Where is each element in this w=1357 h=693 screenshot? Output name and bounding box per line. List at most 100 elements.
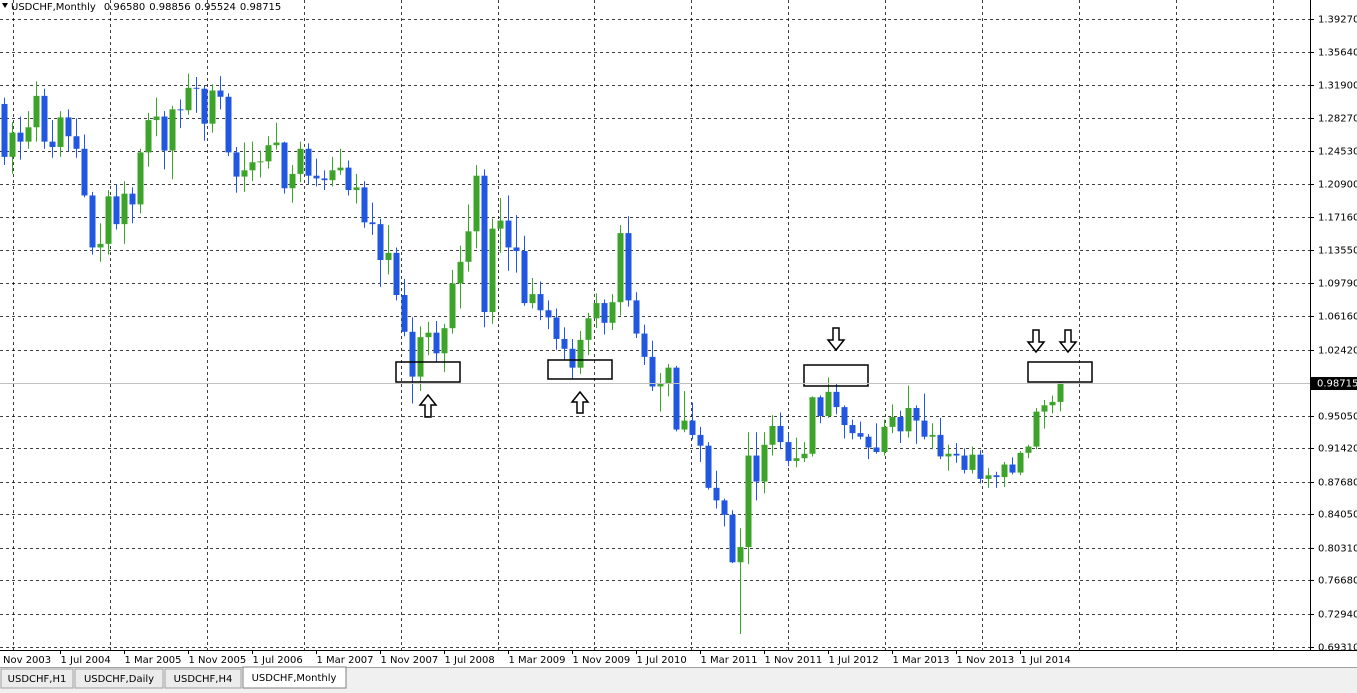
candle-layer bbox=[1, 73, 1064, 635]
candle-body bbox=[369, 222, 376, 225]
tab-bar: USDCHF,H1 USDCHF,Daily USDCHF,H4 USDCHF,… bbox=[0, 666, 1357, 693]
candle-body bbox=[793, 458, 800, 461]
y-tick-label: 1.31900 bbox=[1318, 81, 1357, 92]
candle-body bbox=[889, 416, 896, 427]
candle-body bbox=[281, 142, 288, 189]
tab-label[interactable]: USDCHF,Monthly bbox=[252, 673, 337, 684]
candle-body bbox=[145, 120, 152, 153]
x-tick-label: 1 Mar 2005 bbox=[125, 655, 182, 666]
candle-body bbox=[785, 442, 792, 461]
candle-body bbox=[457, 261, 464, 284]
y-tick-label: 1.35640 bbox=[1318, 48, 1357, 59]
annotation-box bbox=[395, 361, 461, 383]
candle-body bbox=[777, 425, 784, 443]
x-tick-label: 1 Jul 2004 bbox=[61, 655, 111, 666]
candle-body bbox=[1049, 401, 1056, 406]
current-price-box bbox=[1311, 377, 1357, 390]
candle-body bbox=[593, 303, 600, 319]
candle-body bbox=[545, 310, 552, 318]
candle-body bbox=[17, 132, 24, 142]
candle-body bbox=[985, 475, 992, 479]
y-tick-label: 1.39270 bbox=[1318, 15, 1357, 26]
quote-high: 0.98856 bbox=[149, 2, 190, 13]
candle-body bbox=[681, 420, 688, 430]
x-tick-label: 1 Jul 2014 bbox=[1021, 655, 1071, 666]
candle-body bbox=[961, 455, 968, 470]
y-tick-label: 0.95050 bbox=[1318, 412, 1357, 423]
x-tick-label: 1 Nov 2007 bbox=[381, 655, 439, 666]
candle-body bbox=[105, 196, 112, 244]
tab[interactable]: USDCHF,H1 bbox=[0, 668, 74, 689]
candle-body bbox=[633, 300, 640, 334]
candle-body bbox=[241, 170, 248, 177]
tab[interactable]: USDCHF,H4 bbox=[164, 668, 242, 689]
candle-body bbox=[825, 391, 832, 417]
candle-body bbox=[441, 328, 448, 354]
chart-title: USDCHF,Monthly bbox=[11, 2, 96, 13]
candle-body bbox=[225, 96, 232, 153]
y-tick-label: 1.17160 bbox=[1318, 213, 1357, 224]
tab-label[interactable]: USDCHF,H1 bbox=[8, 674, 67, 685]
candle-body bbox=[193, 87, 200, 89]
candle-body bbox=[937, 434, 944, 457]
candle-body bbox=[729, 514, 736, 563]
candle-body bbox=[537, 294, 544, 311]
candle-body bbox=[89, 195, 96, 248]
candle-body bbox=[881, 426, 888, 452]
candle-body bbox=[745, 455, 752, 548]
x-tick-label: 1 Mar 2011 bbox=[701, 655, 758, 666]
candle-body bbox=[329, 170, 336, 181]
candle-body bbox=[561, 338, 568, 349]
candle-body bbox=[33, 95, 40, 128]
x-tick-label: 1 Jul 2006 bbox=[253, 655, 303, 666]
candle-body bbox=[1025, 446, 1032, 453]
candle-body bbox=[569, 348, 576, 368]
candle-body bbox=[377, 224, 384, 261]
candle-body bbox=[353, 187, 360, 191]
candle-body bbox=[833, 391, 840, 408]
candle-body bbox=[233, 152, 240, 177]
candle-body bbox=[953, 453, 960, 456]
candle-body bbox=[473, 175, 480, 232]
candle-body bbox=[409, 331, 416, 377]
candle-body bbox=[713, 487, 720, 501]
tab-label[interactable]: USDCHF,Daily bbox=[84, 674, 154, 685]
tab[interactable]: USDCHF,Monthly bbox=[242, 666, 347, 689]
candle-body bbox=[929, 434, 936, 437]
candle-body bbox=[609, 302, 616, 323]
candle-body bbox=[481, 175, 488, 313]
tab-background bbox=[164, 668, 242, 689]
tab[interactable]: USDCHF,Daily bbox=[74, 668, 164, 689]
y-tick-label: 0.72940 bbox=[1318, 610, 1357, 621]
candle-body bbox=[273, 142, 280, 146]
tab-background bbox=[0, 668, 74, 689]
axis-layer: 1.39270 1.35640 1.31900 1.28270 1.24530 1.209… bbox=[0, 0, 1357, 666]
candle-body bbox=[417, 337, 424, 377]
tab-label[interactable]: USDCHF,H4 bbox=[174, 674, 233, 685]
candle-body bbox=[393, 252, 400, 295]
candle-body bbox=[289, 173, 296, 189]
down-arrow bbox=[826, 327, 846, 352]
y-tick-label: 1.20900 bbox=[1318, 180, 1357, 191]
candle-body bbox=[649, 356, 656, 387]
header: USDCHF,Monthly 0.96580 0.98856 0.95524 0… bbox=[2, 2, 281, 13]
candle-body bbox=[657, 383, 664, 387]
y-tick-label: 0.80310 bbox=[1318, 544, 1357, 555]
candle-body bbox=[969, 454, 976, 470]
candle-body bbox=[465, 231, 472, 262]
candle-body bbox=[705, 445, 712, 488]
candle-body bbox=[801, 453, 808, 459]
up-arrow bbox=[418, 393, 438, 418]
candle-body bbox=[993, 475, 1000, 478]
candle-body bbox=[529, 294, 536, 304]
candle-body bbox=[153, 116, 160, 121]
candle-body bbox=[41, 95, 48, 142]
annotation-box bbox=[547, 359, 613, 380]
candle-body bbox=[601, 303, 608, 323]
candle-body bbox=[121, 193, 128, 225]
candle-body bbox=[865, 436, 872, 448]
y-tick-label: 0.87680 bbox=[1318, 478, 1357, 489]
x-tick-label: 1 Jul 2008 bbox=[445, 655, 495, 666]
candle-body bbox=[73, 136, 80, 149]
